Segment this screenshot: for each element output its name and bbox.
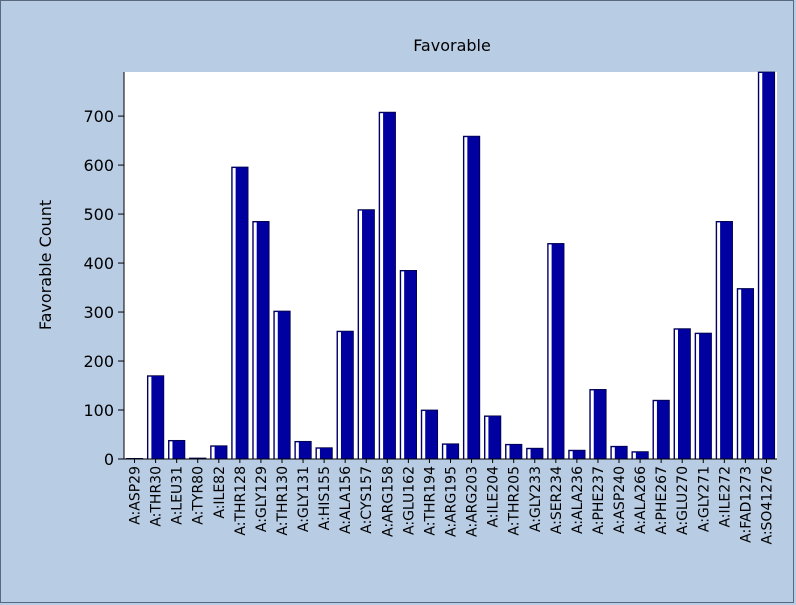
bar-a-gly233 bbox=[526, 447, 544, 460]
bar-a-arg195 bbox=[441, 443, 460, 460]
x-ticks-group: A:ASP29 A:THR30 A:LEU31 A:TYR80 A:ILE82 A:THR… bbox=[128, 459, 775, 545]
y-tick-label: 500 bbox=[83, 205, 114, 224]
x-tick-label: A:ARG195 bbox=[444, 466, 460, 537]
x-tick-label: A:ILE204 bbox=[486, 466, 502, 528]
x-tick-label: A:GLU162 bbox=[401, 466, 417, 535]
bar-a-arg203 bbox=[462, 135, 481, 460]
y-tick-label: 300 bbox=[83, 303, 114, 322]
bar-a-gly131 bbox=[294, 440, 312, 460]
bar-a-ser234 bbox=[547, 243, 565, 460]
x-tick-label: A:THR30 bbox=[149, 466, 165, 527]
bar-a-thr194 bbox=[420, 409, 439, 460]
bar-a-ala156 bbox=[336, 330, 354, 460]
x-tick-label: A:THR205 bbox=[507, 466, 523, 536]
y-tick-label: 0 bbox=[104, 450, 114, 469]
bar-a-ile82 bbox=[210, 445, 228, 460]
x-tick-label: A:SER234 bbox=[549, 466, 565, 534]
y-axis-title: Favorable Count bbox=[36, 200, 55, 330]
bar-a-thr30 bbox=[146, 375, 165, 460]
bars-group bbox=[125, 71, 776, 460]
x-tick-label: A:GLY129 bbox=[254, 466, 270, 532]
x-tick-label: A:CYS157 bbox=[359, 466, 375, 534]
y-ticks-group: 0 100 200 300 400 500 600 700 bbox=[83, 107, 124, 469]
bar-a-gly129 bbox=[252, 221, 270, 460]
bar-a-cys157 bbox=[357, 209, 375, 460]
x-tick-label: A:THR128 bbox=[233, 466, 249, 536]
x-tick-label: A:GLY271 bbox=[696, 466, 712, 532]
bar-a-thr205 bbox=[505, 443, 523, 460]
x-tick-label: A:FAD1273 bbox=[738, 466, 754, 543]
bar-a-arg158 bbox=[378, 111, 396, 460]
y-tick-label: 600 bbox=[83, 156, 114, 175]
x-tick-label: A:ASP240 bbox=[612, 466, 628, 534]
x-tick-label: A:THR130 bbox=[275, 466, 291, 536]
x-tick-label: A:TYR80 bbox=[191, 466, 207, 525]
x-tick-label: A:GLU270 bbox=[675, 466, 691, 535]
bar-a-fad1273 bbox=[736, 288, 755, 460]
bar-a-ile204 bbox=[484, 415, 502, 460]
bar-a-gly271 bbox=[694, 332, 712, 460]
x-tick-label: A:ALA156 bbox=[338, 466, 354, 534]
x-tick-label: A:LEU31 bbox=[170, 466, 186, 525]
bar-a-ala266 bbox=[631, 451, 649, 460]
x-tick-label: A:ILE272 bbox=[717, 466, 733, 528]
x-tick-label: A:ALA236 bbox=[570, 466, 586, 534]
bar-a-thr128 bbox=[231, 166, 249, 460]
y-tick-label: 100 bbox=[83, 401, 114, 420]
bar-a-glu270 bbox=[673, 328, 691, 460]
x-tick-label: A:ARG203 bbox=[465, 466, 481, 537]
x-tick-label: A:PHE267 bbox=[654, 466, 670, 535]
bar-a-asp240 bbox=[610, 445, 628, 460]
bar-a-ile272 bbox=[715, 221, 733, 460]
bar-a-ala236 bbox=[568, 449, 586, 460]
x-tick-label: A:THR194 bbox=[422, 466, 438, 536]
y-tick-label: 700 bbox=[83, 107, 114, 126]
bar-a-thr130 bbox=[273, 310, 291, 460]
chart-title: Favorable bbox=[413, 36, 491, 55]
y-tick-label: 400 bbox=[83, 254, 114, 273]
x-tick-label: A:ALA266 bbox=[633, 466, 649, 534]
x-tick-label: A:GLY233 bbox=[528, 466, 544, 532]
bar-a-phe237 bbox=[589, 389, 607, 460]
bar-a-his155 bbox=[315, 447, 333, 460]
x-tick-label: A:GLY131 bbox=[296, 466, 312, 532]
x-tick-label: A:HIS155 bbox=[317, 466, 333, 530]
y-tick-label: 200 bbox=[83, 352, 114, 371]
bar-a-glu162 bbox=[399, 269, 417, 460]
bar-a-leu31 bbox=[168, 439, 186, 460]
bar-a-phe267 bbox=[652, 399, 670, 460]
bar-a-so41276 bbox=[757, 71, 776, 460]
x-tick-label: A:PHE237 bbox=[591, 466, 607, 535]
x-tick-label: A:ASP29 bbox=[128, 466, 144, 525]
x-tick-label: A:SO41276 bbox=[759, 466, 775, 545]
x-tick-label: A:ARG158 bbox=[380, 466, 396, 537]
x-tick-label: A:ILE82 bbox=[212, 466, 228, 519]
